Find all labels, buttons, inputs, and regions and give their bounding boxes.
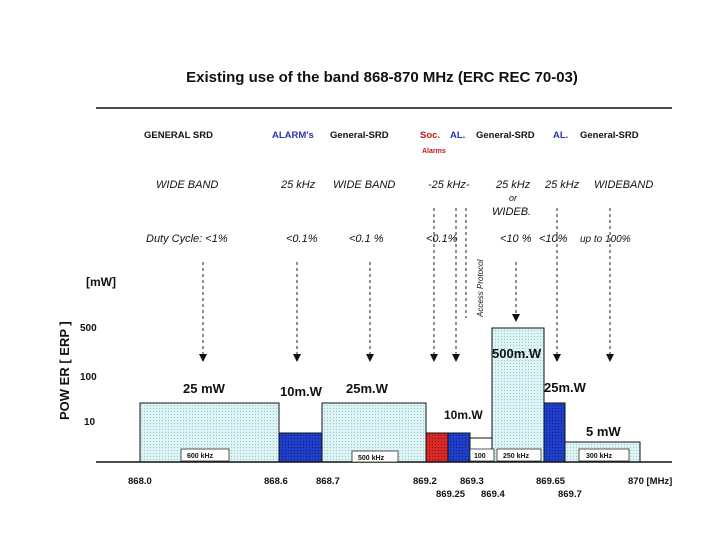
- y-axis-label: POW ER [ ERP ]: [57, 321, 72, 420]
- block-width-labels: 600 kHz 500 kHz 100 250 kHz 300 kHz: [180, 448, 630, 463]
- header-general-srd-4: General-SRD: [580, 130, 639, 141]
- band-block-8-alarm: [543, 402, 566, 463]
- alarms-sublabel: Alarms: [422, 148, 446, 155]
- bw-box-300: [578, 448, 630, 462]
- x-axis-labels: 868.0 868.6 868.7 869.2 869.3 869.25 869…: [128, 476, 672, 500]
- duty-cycle-3: <0.1 %: [349, 233, 384, 245]
- duty-cycle-1: Duty Cycle: <1%: [146, 233, 228, 245]
- chart-title: Existing use of the band 868-870 MHz (ER…: [186, 69, 578, 86]
- bandwidth-labels: WIDE BAND 25 kHz WIDE BAND -25 kHz- 25 k…: [156, 179, 653, 218]
- duty-cycle-7: up to 100%: [580, 234, 631, 245]
- bw-600khz: 600 kHz: [187, 453, 214, 460]
- duty-cycle-2: <0.1%: [286, 233, 318, 245]
- band-block-5-alarm: [447, 432, 471, 463]
- header-labels: GENERAL SRD ALARM's General-SRD Soc. AL.…: [144, 130, 639, 155]
- duty-cycle-5: <10 %: [500, 233, 532, 245]
- x-869-7: 869.7: [558, 489, 582, 500]
- power-500mw: 500m.W: [492, 346, 542, 361]
- header-al-1: AL.: [450, 130, 465, 141]
- duty-cycle-4: <0.1%: [426, 233, 458, 245]
- bw-wide-band-2: WIDE BAND: [333, 179, 395, 191]
- power-25mw-2: 25m.W: [346, 381, 389, 396]
- header-general-srd-3: General-SRD: [476, 130, 535, 141]
- x-869-65: 869.65: [536, 476, 566, 487]
- bw-25khz-2: -25 kHz-: [428, 179, 470, 191]
- bw-25khz-4: 25 kHz: [544, 179, 580, 191]
- y-unit-label: [mW]: [86, 275, 116, 289]
- power-10mw-2: 10m.W: [444, 408, 483, 422]
- power-5mw: 5 mW: [586, 424, 621, 439]
- bw-box-500: [351, 450, 399, 463]
- power-25mw-1: 25 mW: [183, 381, 226, 396]
- duty-cycle-labels: Duty Cycle: <1% <0.1% <0.1 % <0.1% <10 %…: [146, 233, 631, 245]
- header-al-2: AL.: [553, 130, 568, 141]
- y-tick-500: 500: [80, 323, 97, 334]
- power-labels: 25 mW 10m.W 25m.W 10m.W 500m.W 25m.W 5 m…: [183, 346, 621, 439]
- x-868-0: 868.0: [128, 476, 152, 487]
- bw-300khz: 300 kHz: [586, 453, 613, 460]
- power-10mw-1: 10m.W: [280, 384, 323, 399]
- x-869-3: 869.3: [460, 476, 484, 487]
- band-block-7-wideband: [491, 327, 545, 463]
- bw-500khz: 500 kHz: [358, 455, 385, 462]
- access-protocol-label: Access Protocol: [476, 259, 485, 318]
- bw-or: or: [509, 193, 518, 203]
- header-alarms: ALARM's: [272, 130, 314, 141]
- header-social: Soc.: [420, 130, 440, 141]
- y-tick-10: 10: [84, 417, 96, 428]
- band-blocks: [139, 327, 641, 463]
- x-870: 870 [MHz]: [628, 476, 672, 487]
- bw-box-100: [469, 448, 495, 462]
- duty-cycle-6: <10%: [539, 233, 568, 245]
- y-tick-100: 100: [80, 372, 97, 383]
- x-869-4: 869.4: [481, 489, 505, 500]
- bw-box-600: [180, 448, 230, 462]
- bw-25khz-3: 25 kHz: [495, 179, 531, 191]
- band-block-4-social: [425, 432, 449, 463]
- x-869-25: 869.25: [436, 489, 466, 500]
- bw-250khz: 250 kHz: [503, 453, 530, 460]
- bw-box-250: [496, 448, 542, 462]
- bw-wide-band-1: WIDE BAND: [156, 179, 218, 191]
- bw-100: 100: [474, 453, 486, 460]
- header-general-srd-2: General-SRD: [330, 130, 389, 141]
- arrows: [199, 208, 614, 362]
- bw-wideb: WIDEB.: [492, 206, 531, 218]
- bw-wideband-3: WIDEBAND: [594, 179, 653, 191]
- band-block-2-alarm: [278, 432, 323, 463]
- x-868-7: 868.7: [316, 476, 340, 487]
- bw-25khz-1: 25 kHz: [280, 179, 316, 191]
- header-general-srd-1: GENERAL SRD: [144, 130, 213, 141]
- power-25mw-3: 25m.W: [544, 380, 587, 395]
- x-868-6: 868.6: [264, 476, 288, 487]
- x-869-2: 869.2: [413, 476, 437, 487]
